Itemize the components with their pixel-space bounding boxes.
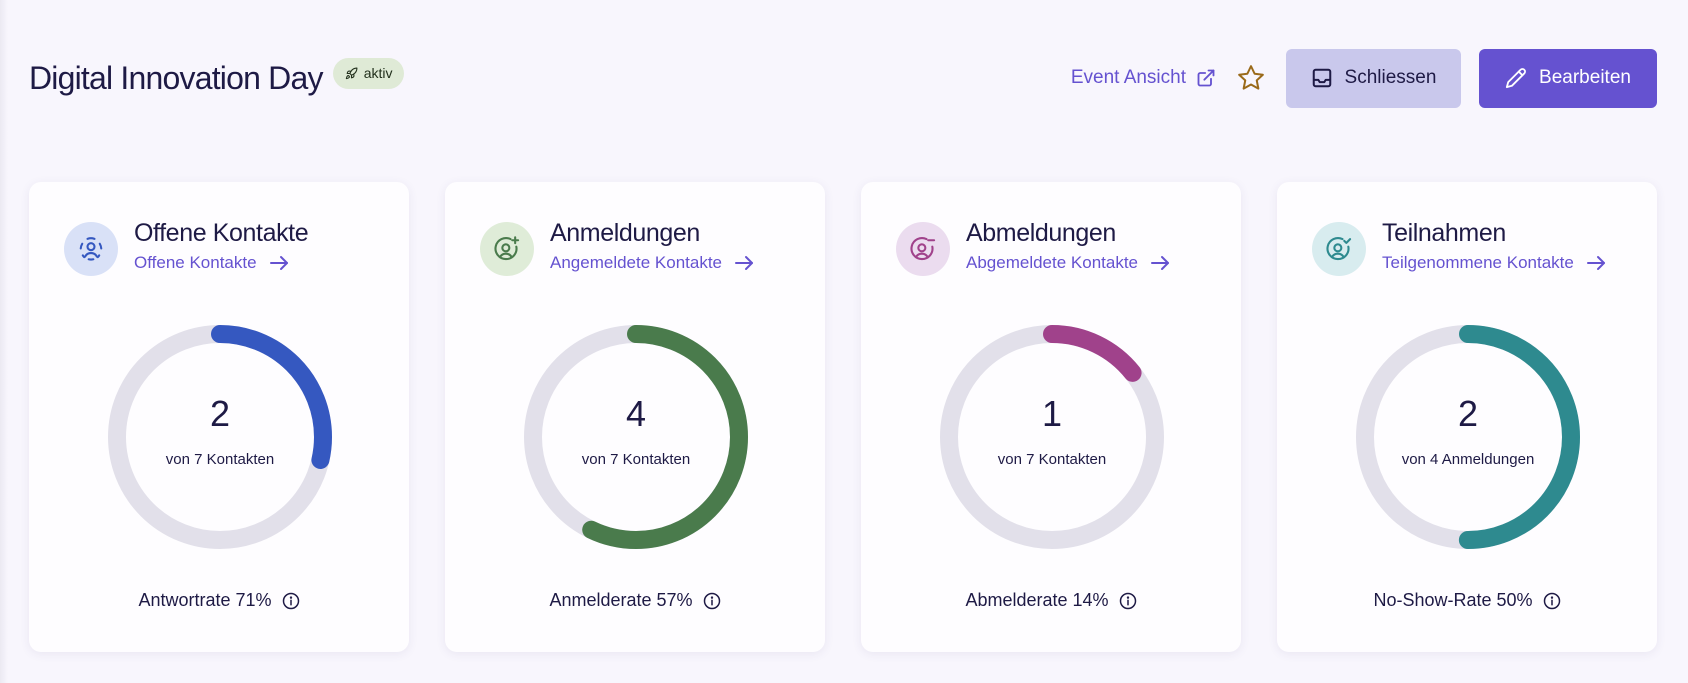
card-title: Abmeldungen — [966, 219, 1116, 247]
info-icon[interactable] — [1119, 592, 1137, 610]
arrow-right-icon — [1586, 256, 1605, 270]
rate-label: Abmelderate 14% — [965, 590, 1109, 610]
card-teilnahmen: Teilnahmen Teilgenommene Kontakte 2 von … — [1277, 182, 1657, 652]
page-header: Digital Innovation Day aktiv Event Ansic… — [29, 48, 1657, 108]
donut-subtitle: von 7 Kontakten — [165, 451, 275, 468]
user-plus-icon — [494, 236, 520, 261]
rate-row: Anmelderate 57% — [445, 590, 825, 611]
card-link-label: Teilgenommene Kontakte — [1382, 253, 1574, 272]
card-anmeldungen: Anmeldungen Angemeldete Kontakte 4 von 7… — [445, 182, 825, 652]
info-icon[interactable] — [282, 592, 300, 610]
card-abmeldungen: Abmeldungen Abgemeldete Kontakte 1 von 7… — [861, 182, 1241, 652]
event-view-link[interactable]: Event Ansicht — [1071, 67, 1216, 89]
donut-chart: 2 von 7 Kontakten — [108, 325, 332, 549]
card-icon-badge — [896, 222, 950, 276]
external-link-icon — [1197, 69, 1215, 87]
arrow-right-icon — [269, 256, 288, 270]
page-title: Digital Innovation Day — [29, 59, 323, 96]
arrow-right-icon — [1151, 256, 1170, 270]
card-title: Anmeldungen — [550, 219, 700, 247]
card-title: Offene Kontakte — [134, 219, 309, 247]
donut-subtitle: von 7 Kontakten — [581, 451, 691, 468]
card-link-angemeldete-kontakte[interactable]: Angemeldete Kontakte — [550, 253, 754, 273]
user-dashed-icon — [79, 237, 103, 261]
donut-value: 2 — [1457, 393, 1479, 434]
donut-value: 2 — [209, 393, 231, 434]
card-link-abgemeldete-kontakte[interactable]: Abgemeldete Kontakte — [966, 253, 1170, 273]
arrow-right-icon — [735, 256, 754, 270]
donut-chart: 1 von 7 Kontakten — [940, 325, 1164, 549]
header-actions: Event Ansicht Schliessen Bearbeiten — [1071, 48, 1657, 108]
rocket-icon — [345, 67, 358, 79]
card-link-teilgenommene-kontakte[interactable]: Teilgenommene Kontakte — [1382, 253, 1606, 273]
card-icon-badge — [64, 222, 118, 276]
event-view-label: Event Ansicht — [1070, 67, 1186, 88]
pencil-icon — [1505, 68, 1526, 89]
page-edge — [0, 0, 8, 683]
rate-row: Abmelderate 14% — [861, 590, 1241, 611]
rate-row: Antwortrate 71% — [29, 590, 409, 611]
edit-event-label: Bearbeiten — [1539, 67, 1631, 88]
card-offene-kontakte: Offene Kontakte Offene Kontakte 2 von 7 … — [29, 182, 409, 652]
close-event-button[interactable]: Schliessen — [1286, 48, 1461, 108]
rate-label: No-Show-Rate 50% — [1373, 590, 1533, 610]
inbox-icon — [1312, 68, 1331, 88]
donut-chart: 4 von 7 Kontakten — [524, 325, 748, 549]
card-link-label: Offene Kontakte — [134, 253, 257, 272]
card-link-label: Angemeldete Kontakte — [550, 253, 723, 272]
rate-label: Antwortrate 71% — [138, 590, 272, 610]
star-icon[interactable] — [1236, 63, 1266, 93]
card-link-label: Abgemeldete Kontakte — [966, 253, 1139, 272]
user-minus-icon — [910, 237, 936, 261]
status-badge-label: aktiv — [363, 65, 393, 81]
donut-subtitle: von 7 Kontakten — [997, 451, 1107, 468]
donut-subtitle: von 4 Anmeldungen — [1401, 451, 1535, 468]
status-badge: aktiv — [332, 57, 405, 89]
user-check-icon — [1326, 237, 1352, 261]
info-icon[interactable] — [1543, 592, 1561, 610]
rate-row: No-Show-Rate 50% — [1277, 590, 1657, 611]
donut-value: 4 — [625, 393, 647, 434]
edit-event-button[interactable]: Bearbeiten — [1479, 48, 1657, 108]
card-icon-badge — [1312, 222, 1366, 276]
card-link-offene-kontakte[interactable]: Offene Kontakte — [134, 253, 308, 273]
close-event-label: Schliessen — [1344, 67, 1437, 88]
card-icon-badge — [480, 222, 534, 276]
card-title: Teilnahmen — [1382, 219, 1506, 247]
donut-value: 1 — [1041, 393, 1063, 434]
info-icon[interactable] — [703, 592, 721, 610]
rate-label: Anmelderate 57% — [549, 590, 693, 610]
donut-chart: 2 von 4 Anmeldungen — [1356, 325, 1580, 549]
